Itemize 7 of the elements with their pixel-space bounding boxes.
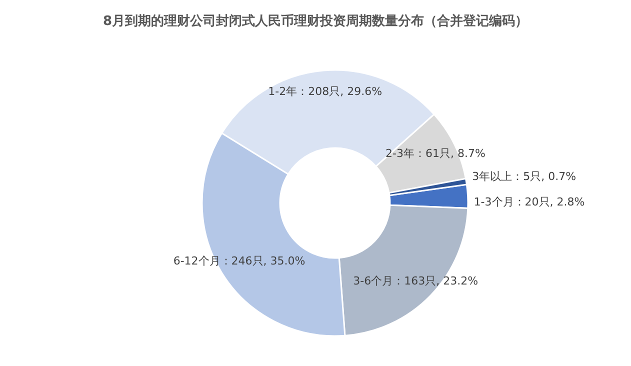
- slice-label: 6-12个月：246只, 35.0%: [173, 254, 306, 268]
- slice-label: 2-3年：61只, 8.7%: [386, 147, 486, 160]
- chart-title: 8月到期的理财公司封闭式人民币理财投资周期数量分布（合并登记编码）: [102, 12, 530, 30]
- slice-label: 1-2年：208只, 29.6%: [268, 84, 382, 98]
- slice-label: 3年以上：5只, 0.7%: [472, 170, 576, 184]
- slice-label: 1-3个月：20只, 2.8%: [474, 196, 585, 209]
- slice-label: 3-6个月：163只, 23.2%: [353, 274, 478, 288]
